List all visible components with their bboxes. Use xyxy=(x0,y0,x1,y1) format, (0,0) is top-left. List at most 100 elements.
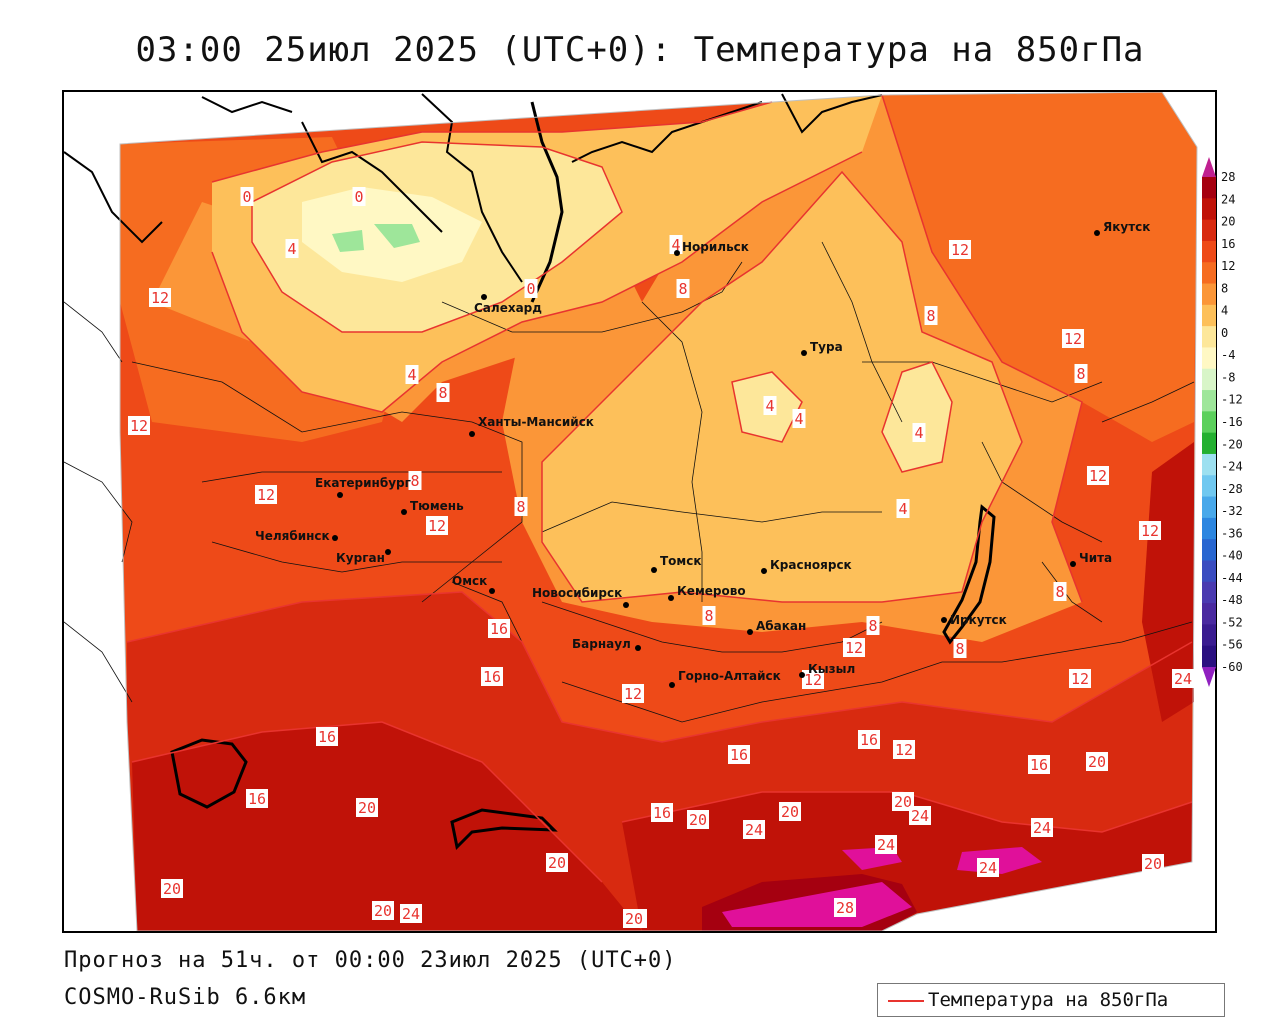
isoline-label: 4 xyxy=(794,410,803,428)
isoline-label: 20 xyxy=(374,902,392,920)
isoline-label-bg xyxy=(285,239,299,258)
isoline-label-bg xyxy=(896,499,910,518)
colorbar-tick-label: 24 xyxy=(1221,192,1235,206)
colorbar-swatch xyxy=(1202,453,1216,476)
isoline-label-bg xyxy=(149,288,171,307)
colorbar-swatch xyxy=(1202,475,1216,498)
isoline-label: 16 xyxy=(730,746,748,764)
isoline-label-bg xyxy=(892,792,914,811)
isoline-label-bg xyxy=(161,879,183,898)
isoline-label-bg xyxy=(669,235,683,254)
isoline-label: 4 xyxy=(765,397,774,415)
isoline-label: 24 xyxy=(745,821,763,839)
city-marker xyxy=(401,509,407,515)
city-label: Салехард xyxy=(474,301,542,315)
city-label: Тура xyxy=(810,340,843,354)
isoline-label-bg xyxy=(246,789,268,808)
colorbar-tick-label: -24 xyxy=(1221,460,1243,474)
city-marker xyxy=(669,682,675,688)
city-marker xyxy=(799,672,805,678)
isoline-label: 4 xyxy=(914,424,923,442)
isoline-label-bg xyxy=(802,670,824,689)
isoline-label: 12 xyxy=(428,517,446,535)
city-label: Красноярск xyxy=(770,558,852,572)
colorbar-swatch xyxy=(1202,177,1216,199)
city-marker xyxy=(337,492,343,498)
city-marker xyxy=(761,568,767,574)
isoline-label-bg xyxy=(743,820,765,839)
isoline-label-bg xyxy=(702,606,716,625)
colorbar-top-arrow xyxy=(1202,157,1216,177)
isoline-label-bg xyxy=(858,730,880,749)
isoline-label-bg xyxy=(623,909,645,928)
isoline-label: 24 xyxy=(979,859,997,877)
city-marker xyxy=(668,595,674,601)
isoline-label-bg xyxy=(436,383,450,402)
isoline-label-bg xyxy=(1087,466,1109,485)
isoline-label-bg xyxy=(372,901,394,920)
isoline-label-bg xyxy=(1031,818,1053,837)
colorbar-tick-label: -12 xyxy=(1221,393,1243,407)
isoline-label-bg xyxy=(524,279,538,298)
isoline-label: 24 xyxy=(877,836,895,854)
colorbar-tick-label: 28 xyxy=(1221,170,1235,184)
isoline-label: 24 xyxy=(911,807,929,825)
isoline-label-bg xyxy=(843,638,865,657)
isoline-label-bg xyxy=(546,853,568,872)
isoline-label-bg xyxy=(676,279,690,298)
isoline-label: 16 xyxy=(1030,756,1048,774)
isoline-label: 16 xyxy=(860,731,878,749)
temperature-map: 0 0 0 4 4 4 4 4 4 4 8 8 8 8 8 8 8 8 8 8 12 12 12 12 12 12 12 12 12 12… xyxy=(64,92,1215,931)
isoline-label-bg xyxy=(909,806,931,825)
isoline-label-bg xyxy=(1074,364,1088,383)
isoline-label: 8 xyxy=(1076,365,1085,383)
isoline-label: 8 xyxy=(438,384,447,402)
colorbar-tick-label: 12 xyxy=(1221,259,1235,273)
isoline-label: 12 xyxy=(1089,467,1107,485)
isoline-label: 24 xyxy=(402,905,420,923)
city-marker xyxy=(1094,230,1100,236)
isoline-label-bg xyxy=(949,240,971,259)
colorbar-tick-label: -44 xyxy=(1221,571,1243,585)
city-marker xyxy=(469,431,475,437)
isoline-label: 8 xyxy=(516,498,525,516)
forecast-caption: Прогноз на 51ч. от 00:00 23июл 2025 (UTC… xyxy=(64,948,677,973)
city-marker xyxy=(623,602,629,608)
city-label: Горно-Алтайск xyxy=(678,669,781,683)
isoline-label: 20 xyxy=(1088,753,1106,771)
isoline-label: 4 xyxy=(671,236,680,254)
city-label: Барнаул xyxy=(572,637,631,651)
city-label: Кызыл xyxy=(808,662,855,676)
city-marker xyxy=(674,250,680,256)
city-marker xyxy=(1070,561,1076,567)
city-label: Норильск xyxy=(682,240,749,254)
isoline-label: 0 xyxy=(354,188,363,206)
city-label: Якутск xyxy=(1103,220,1150,234)
colorbar-tick-label: -20 xyxy=(1221,437,1243,451)
isoline-label: 12 xyxy=(257,486,275,504)
isoline-label-bg xyxy=(1028,755,1050,774)
colorbar-swatch xyxy=(1202,581,1216,604)
isoline-label-bg xyxy=(1172,669,1194,688)
isoline-label-bg xyxy=(866,616,880,635)
isoline-label-bg xyxy=(316,727,338,746)
city-label: Омск xyxy=(452,574,487,588)
city-marker xyxy=(747,629,753,635)
colorbar-tick-label: -40 xyxy=(1221,549,1243,563)
isoline-label: 12 xyxy=(845,639,863,657)
isoline-label: 28 xyxy=(836,899,854,917)
colorbar-swatch xyxy=(1202,411,1216,434)
city-marker xyxy=(801,350,807,356)
colorbar-swatch xyxy=(1202,347,1216,370)
colorbar-swatch xyxy=(1202,645,1216,668)
city-label: Курган xyxy=(336,551,385,565)
model-caption: COSMO-RuSib 6.6км xyxy=(64,985,307,1010)
colorbar-swatch xyxy=(1202,262,1216,285)
isoline-label-bg xyxy=(514,497,528,516)
colorbar-tick-label: 0 xyxy=(1221,326,1228,340)
city-label: Екатеринбург xyxy=(315,476,411,490)
isoline-label-bg xyxy=(405,365,419,384)
isoline-label: 20 xyxy=(781,803,799,821)
isoline-label: 12 xyxy=(1071,670,1089,688)
isoline-label-bg xyxy=(977,858,999,877)
